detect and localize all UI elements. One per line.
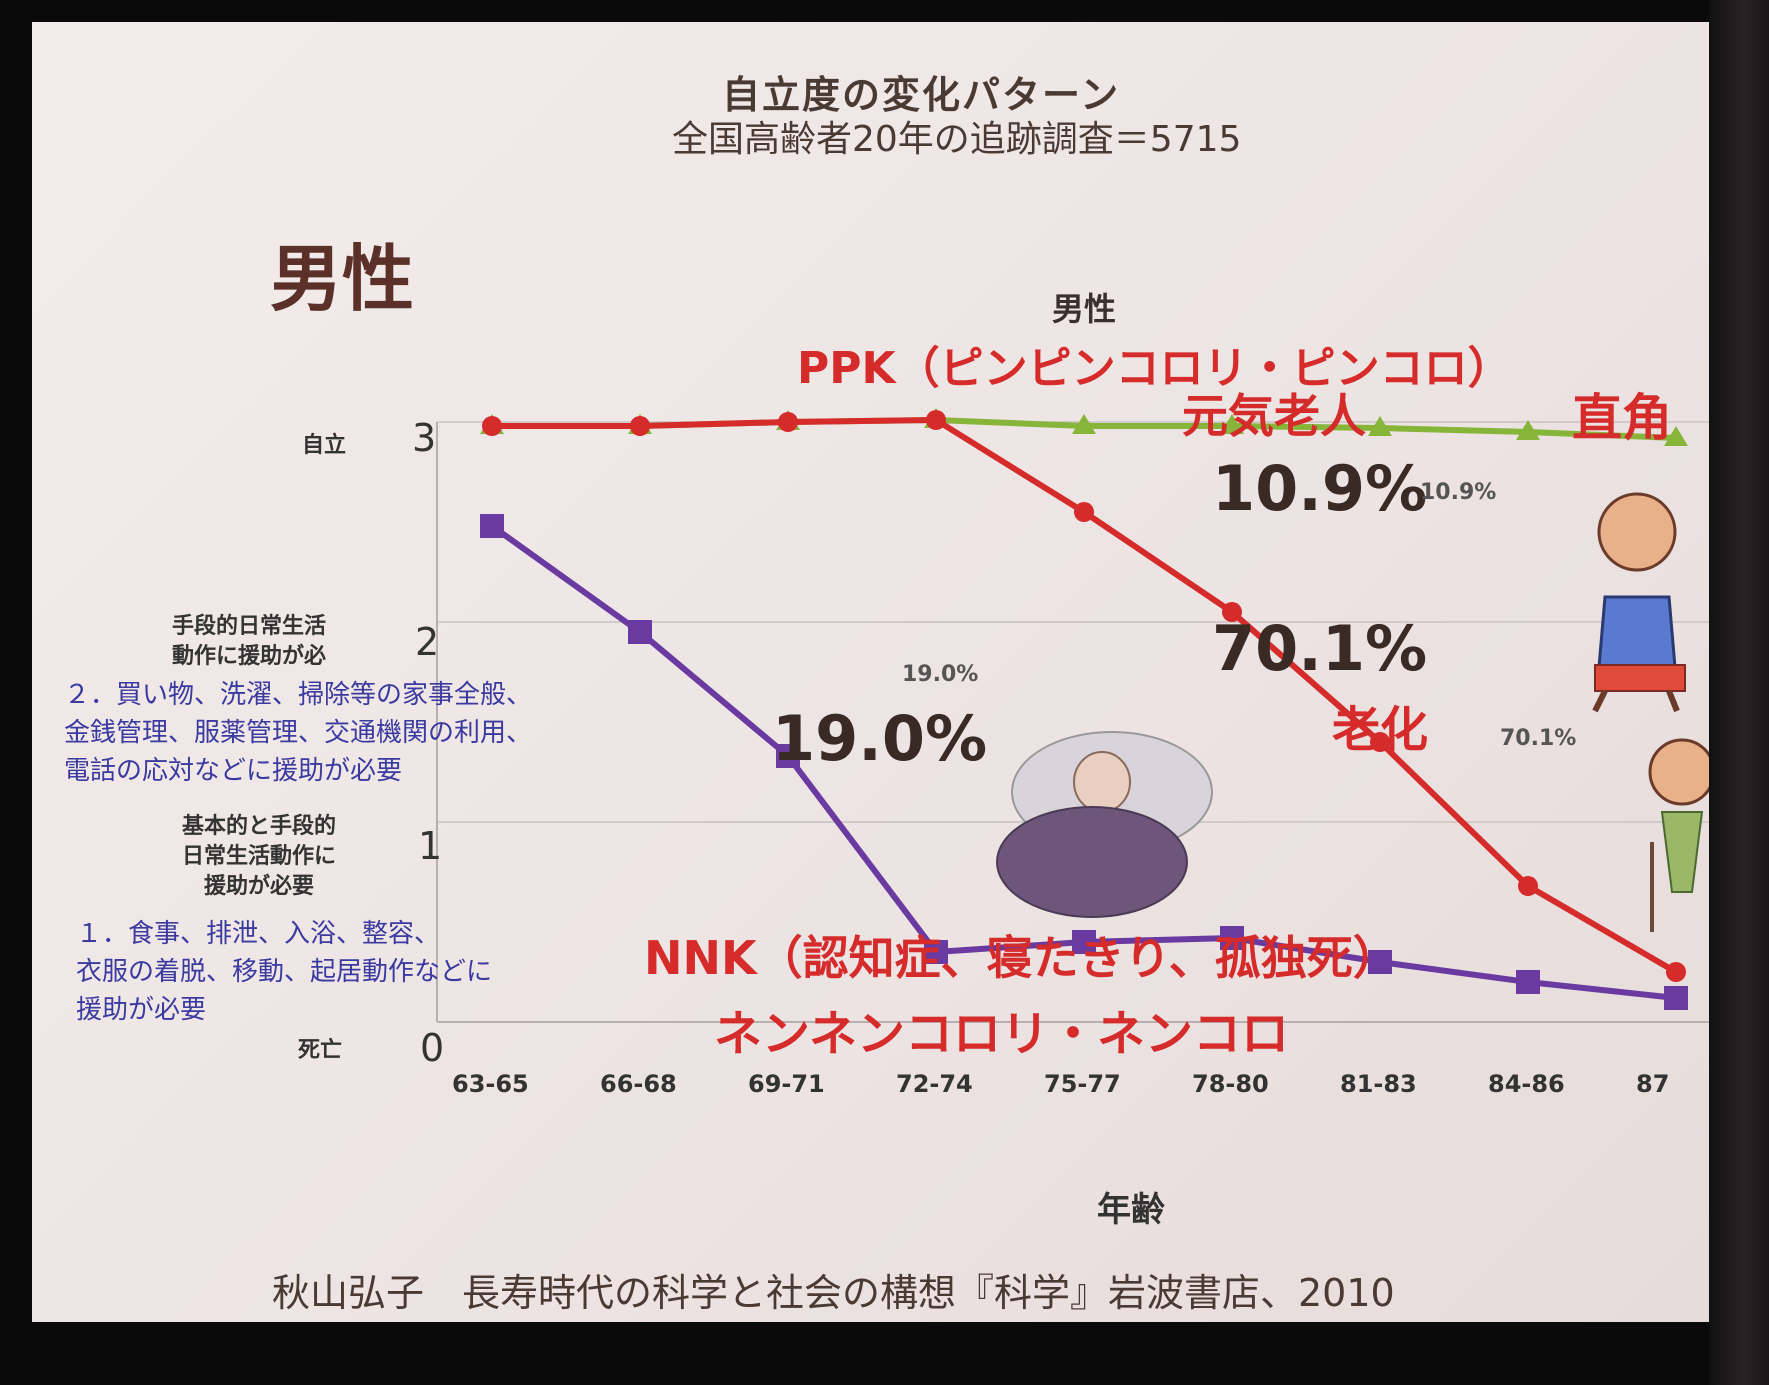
- rouka-label: 老化: [1332, 702, 1429, 758]
- gender-heading: 男性: [270, 237, 415, 321]
- x-tick-label: 84-86: [1488, 1070, 1565, 1098]
- data-point-2-4: [1072, 930, 1096, 954]
- data-point-1-4: [1074, 502, 1094, 522]
- x-tick-label: 72-74: [896, 1070, 973, 1098]
- y-tick-3: 3: [412, 416, 437, 460]
- bedridden-person-illustration: [996, 731, 1213, 918]
- data-point-1-2: [778, 412, 798, 432]
- data-point-0-4: [1072, 414, 1096, 434]
- data-point-2-7: [1516, 970, 1540, 994]
- nnk-label: NNK（認知症、寝たきり、孤独死）: [644, 931, 1399, 985]
- data-point-2-5: [1220, 926, 1244, 950]
- pct-10-9-big: 10.9%: [1212, 452, 1428, 525]
- data-point-1-7: [1518, 876, 1538, 896]
- slide-subtitle: 全国高齢者20年の追跡調査＝5715: [672, 119, 1242, 160]
- projector-frame-edge: [1709, 0, 1769, 1385]
- ppk-label: PPK（ピンピンコロリ・ピンコロ）: [797, 343, 1512, 394]
- pct-10-9-small: 10.9%: [1420, 480, 1497, 505]
- level-0-label: 死亡: [298, 1038, 343, 1063]
- data-point-1-1: [630, 416, 650, 436]
- nenkoro-label: ネンネンコロリ・ネンコロ: [714, 1006, 1290, 1062]
- chart-axes: [436, 422, 1732, 1023]
- genki-label: 元気老人: [1182, 389, 1366, 443]
- data-point-2-3: [924, 940, 948, 964]
- pct-70-1-small: 70.1%: [1500, 726, 1577, 751]
- x-axis-label: 年齢: [1097, 1190, 1165, 1230]
- data-point-0-8: [1664, 426, 1688, 446]
- data-point-0-5: [1220, 414, 1244, 434]
- data-point-2-8: [1664, 986, 1688, 1010]
- energetic-elderly-illustration: [1592, 492, 1686, 713]
- level-1-detail: １．食事、排泄、入浴、整容、 衣服の着脱、移動、起居動作などに 援助が必要: [76, 919, 493, 1025]
- data-point-1-6: [1370, 732, 1390, 752]
- data-point-1-3: [926, 410, 946, 430]
- series-lines: [480, 408, 1688, 1010]
- chart-title: 男性: [1052, 290, 1117, 328]
- data-point-0-6: [1368, 416, 1392, 436]
- level-3-label: 自立: [302, 433, 347, 458]
- chokkaku-label: 直角: [1572, 389, 1672, 447]
- y-tick-1: 1: [418, 824, 443, 868]
- y-tick-2: 2: [415, 620, 440, 664]
- pct-19-0-big: 19.0%: [772, 702, 988, 775]
- slide-title: 自立度の変化パターン: [722, 73, 1121, 117]
- data-point-2-1: [628, 620, 652, 644]
- source-citation: 秋山弘子 長寿時代の科学と社会の構想『科学』岩波書店、2010: [272, 1271, 1395, 1315]
- data-point-0-7: [1516, 420, 1540, 440]
- data-point-1-5: [1222, 602, 1242, 622]
- x-tick-label: 87: [1636, 1070, 1670, 1098]
- data-point-2-0: [480, 514, 504, 538]
- level-1-desc: 基本的と手段的 日常生活動作に 援助が必要: [182, 814, 337, 899]
- x-tick-label: 75-77: [1044, 1070, 1121, 1098]
- line-chart: [436, 408, 1732, 1023]
- y-tick-0: 0: [420, 1026, 445, 1070]
- x-tick-label: 78-80: [1192, 1070, 1269, 1098]
- data-point-1-0: [482, 416, 502, 436]
- data-point-2-6: [1368, 950, 1392, 974]
- projected-slide: 自立度の変化パターン 全国高齢者20年の追跡調査＝5715 男性 男性 PPK（…: [32, 22, 1732, 1322]
- pct-70-1-big: 70.1%: [1212, 612, 1428, 685]
- level-2-desc: 手段的日常生活 動作に援助が必: [172, 614, 327, 669]
- pct-19-0-small: 19.0%: [902, 662, 979, 687]
- x-tick-label: 69-71: [748, 1070, 825, 1098]
- level-2-detail: ２．買い物、洗濯、掃除等の家事全般、 金銭管理、服薬管理、交通機関の利用、 電話…: [64, 680, 533, 786]
- data-point-2-2: [776, 744, 800, 768]
- x-tick-label: 63-65: [452, 1070, 529, 1098]
- x-tick-label: 66-68: [600, 1070, 677, 1098]
- aging-elderly-illustration: [1648, 738, 1712, 932]
- data-point-1-8: [1666, 962, 1686, 982]
- x-tick-label: 81-83: [1340, 1070, 1417, 1098]
